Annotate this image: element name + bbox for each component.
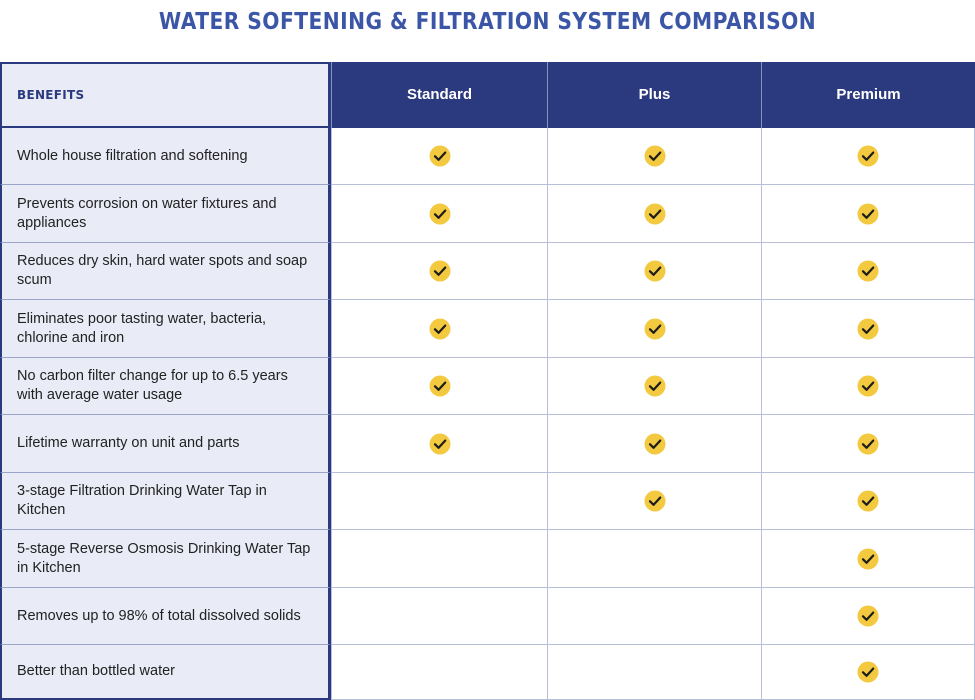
cell-premium — [761, 185, 975, 243]
benefit-label: 3-stage Filtration Drinking Water Tap in… — [0, 473, 331, 530]
benefits-column-header: BENEFITS — [0, 62, 331, 128]
check-circle-icon — [857, 490, 879, 512]
cell-standard — [331, 530, 547, 588]
benefit-label: No carbon filter change for up to 6.5 ye… — [0, 358, 331, 415]
cell-standard — [331, 473, 547, 530]
check-circle-icon — [857, 203, 879, 224]
table-row: No carbon filter change for up to 6.5 ye… — [0, 358, 975, 415]
check-circle-icon — [644, 318, 665, 339]
check-circle-icon — [857, 548, 879, 569]
check-circle-icon — [429, 318, 450, 339]
cell-standard — [331, 415, 547, 473]
check-circle-icon — [644, 490, 665, 512]
benefit-label: Eliminates poor tasting water, bacteria,… — [0, 300, 331, 358]
check-circle-icon — [644, 375, 665, 397]
benefit-label: Lifetime warranty on unit and parts — [0, 415, 331, 473]
cell-standard — [331, 243, 547, 300]
check-circle-icon — [857, 433, 879, 454]
check-circle-icon — [857, 661, 879, 683]
check-circle-icon — [857, 260, 879, 282]
table-row: Whole house filtration and softening — [0, 128, 975, 185]
table-row: 3-stage Filtration Drinking Water Tap in… — [0, 473, 975, 530]
cell-standard — [331, 185, 547, 243]
cell-standard — [331, 128, 547, 185]
plan-header-standard: Standard — [331, 62, 547, 128]
check-circle-icon — [429, 145, 450, 167]
cell-premium — [761, 128, 975, 185]
check-circle-icon — [857, 318, 879, 339]
page-title: WATER SOFTENING & FILTRATION SYSTEM COMP… — [158, 9, 817, 35]
check-circle-icon — [857, 145, 879, 167]
cell-plus — [547, 358, 761, 415]
benefit-label: Removes up to 98% of total dissolved sol… — [0, 588, 331, 645]
cell-plus — [547, 415, 761, 473]
cell-plus — [547, 243, 761, 300]
cell-premium — [761, 473, 975, 530]
cell-plus — [547, 588, 761, 645]
benefit-label: Reduces dry skin, hard water spots and s… — [0, 243, 331, 300]
check-circle-icon — [429, 433, 450, 454]
benefit-label: Whole house filtration and softening — [0, 128, 331, 185]
check-circle-icon — [429, 375, 450, 397]
benefit-label: Prevents corrosion on water fixtures and… — [0, 185, 331, 243]
check-circle-icon — [644, 203, 665, 224]
cell-plus — [547, 128, 761, 185]
check-circle-icon — [644, 145, 665, 167]
cell-standard — [331, 588, 547, 645]
cell-premium — [761, 415, 975, 473]
table-row: Reduces dry skin, hard water spots and s… — [0, 243, 975, 300]
cell-premium — [761, 645, 975, 700]
cell-standard — [331, 300, 547, 358]
check-circle-icon — [429, 203, 450, 224]
cell-plus — [547, 530, 761, 588]
comparison-table: BENEFITS Standard Plus Premium Whole hou… — [0, 62, 975, 700]
check-circle-icon — [857, 605, 879, 627]
table-header: BENEFITS Standard Plus Premium — [0, 62, 975, 128]
check-circle-icon — [857, 375, 879, 397]
table-row: 5-stage Reverse Osmosis Drinking Water T… — [0, 530, 975, 588]
table-row: Removes up to 98% of total dissolved sol… — [0, 588, 975, 645]
benefit-label: 5-stage Reverse Osmosis Drinking Water T… — [0, 530, 331, 588]
table-row: Better than bottled water — [0, 645, 975, 700]
cell-premium — [761, 530, 975, 588]
cell-premium — [761, 358, 975, 415]
cell-premium — [761, 243, 975, 300]
check-circle-icon — [644, 433, 665, 454]
cell-plus — [547, 185, 761, 243]
cell-plus — [547, 473, 761, 530]
check-circle-icon — [644, 260, 665, 282]
cell-premium — [761, 588, 975, 645]
plan-header-plus: Plus — [547, 62, 761, 128]
cell-plus — [547, 645, 761, 700]
check-circle-icon — [429, 260, 450, 282]
cell-premium — [761, 300, 975, 358]
cell-standard — [331, 645, 547, 700]
benefit-label: Better than bottled water — [0, 645, 331, 700]
table-row: Prevents corrosion on water fixtures and… — [0, 185, 975, 243]
table-row: Lifetime warranty on unit and parts — [0, 415, 975, 473]
cell-standard — [331, 358, 547, 415]
table-row: Eliminates poor tasting water, bacteria,… — [0, 300, 975, 358]
plan-header-premium: Premium — [761, 62, 975, 128]
cell-plus — [547, 300, 761, 358]
